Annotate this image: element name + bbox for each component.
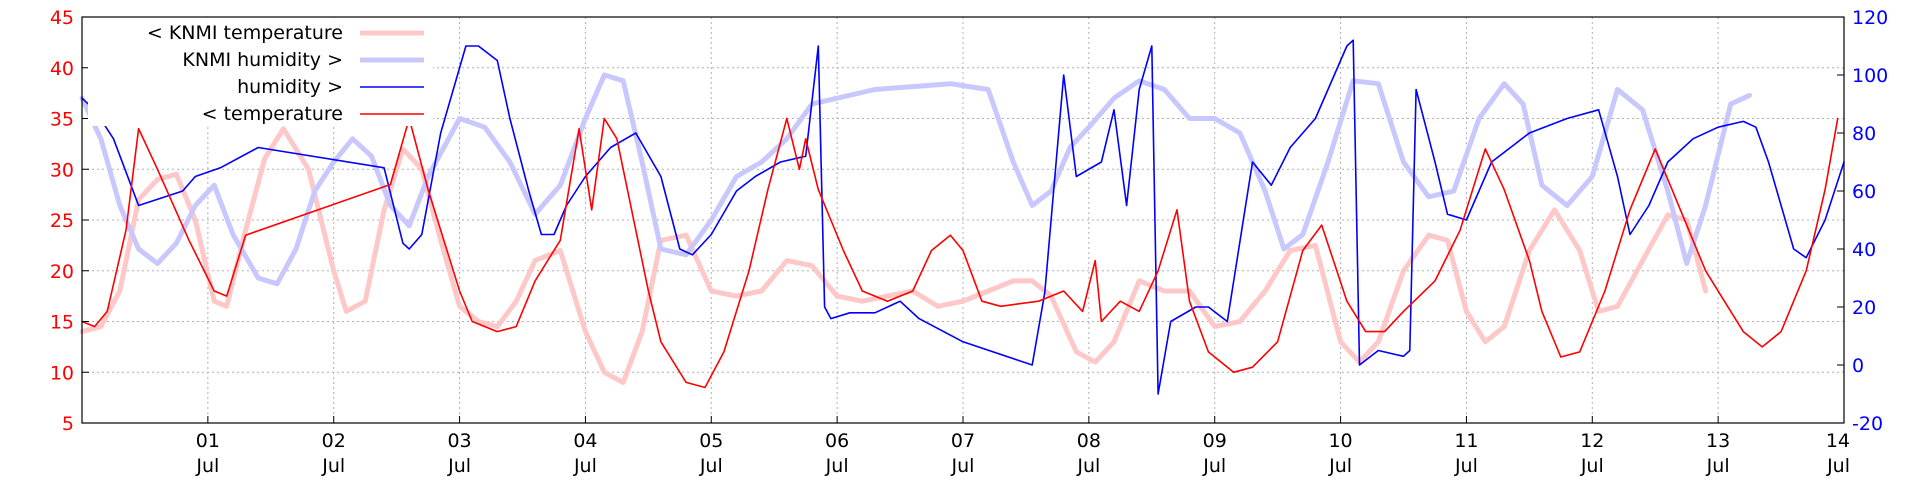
- x-tick-day: 14: [1826, 430, 1850, 452]
- x-tick-month: Jul: [1328, 455, 1352, 477]
- left-tick-label: 5: [62, 413, 74, 435]
- x-tick-day: 13: [1706, 430, 1730, 452]
- series-line: [81, 117, 1839, 389]
- legend-label: KNMI humidity >: [182, 49, 343, 71]
- x-tick-day: 02: [322, 430, 346, 452]
- x-tick-month: Jul: [1454, 455, 1478, 477]
- x-tick-month: Jul: [1202, 455, 1226, 477]
- right-tick-label: 20: [1852, 297, 1876, 319]
- gridlines: [82, 17, 1844, 423]
- x-tick-month: Jul: [447, 455, 471, 477]
- left-tick-label: 10: [50, 362, 74, 384]
- right-tick-label: -20: [1852, 413, 1883, 435]
- right-axis-ticks: -20 0 20 40 60 80 100 120: [1837, 7, 1888, 435]
- right-tick-label: 120: [1852, 7, 1888, 29]
- x-tick-month: Jul: [1826, 455, 1850, 477]
- left-axis-ticks: 5 10 15 20 25 30 35 40 45: [50, 7, 89, 435]
- legend-background: [88, 18, 433, 126]
- right-tick-label: 100: [1852, 65, 1888, 87]
- x-axis-ticks: 01 Jul 02 Jul 03 Jul 04 Jul 05 Jul 06 Jul 07 Jul 08 Jul…: [195, 416, 1850, 477]
- x-tick-month: Jul: [1076, 455, 1100, 477]
- x-tick-day: 03: [447, 430, 471, 452]
- x-tick-day: 04: [573, 430, 597, 452]
- left-tick-label: 15: [50, 312, 74, 334]
- x-tick-month: Jul: [195, 455, 219, 477]
- series-line: [79, 126, 1709, 385]
- legend-label: < KNMI temperature: [147, 22, 343, 44]
- legend-label: < temperature: [202, 103, 343, 125]
- x-tick-month: Jul: [699, 455, 723, 477]
- right-tick-label: 60: [1852, 181, 1876, 203]
- x-tick-day: 08: [1077, 430, 1101, 452]
- left-tick-label: 40: [50, 58, 74, 80]
- x-tick-day: 09: [1203, 430, 1227, 452]
- left-tick-label: 30: [50, 159, 74, 181]
- x-tick-day: 11: [1454, 430, 1478, 452]
- series-line: [81, 39, 1845, 395]
- legend: < KNMI temperature KNMI humidity > humidit…: [88, 18, 433, 126]
- left-tick-label: 20: [50, 261, 74, 283]
- x-tick-day: 07: [951, 430, 975, 452]
- series-layer: [79, 39, 1845, 395]
- x-tick-day: 12: [1580, 430, 1604, 452]
- x-tick-day: 06: [825, 430, 849, 452]
- series-line: [79, 72, 1753, 287]
- x-tick-month: Jul: [825, 455, 849, 477]
- x-tick-day: 01: [196, 430, 220, 452]
- x-tick-month: Jul: [1580, 455, 1604, 477]
- left-tick-label: 45: [50, 7, 74, 29]
- right-tick-label: 40: [1852, 239, 1876, 261]
- x-tick-day: 05: [699, 430, 723, 452]
- right-tick-label: 0: [1852, 355, 1864, 377]
- x-tick-month: Jul: [1706, 455, 1730, 477]
- legend-label: humidity >: [237, 76, 343, 98]
- x-tick-month: Jul: [321, 455, 345, 477]
- x-tick-month: Jul: [573, 455, 597, 477]
- left-tick-label: 35: [50, 109, 74, 131]
- x-tick-day: 10: [1328, 430, 1352, 452]
- left-tick-label: 25: [50, 210, 74, 232]
- x-tick-month: Jul: [951, 455, 975, 477]
- right-tick-label: 80: [1852, 123, 1876, 145]
